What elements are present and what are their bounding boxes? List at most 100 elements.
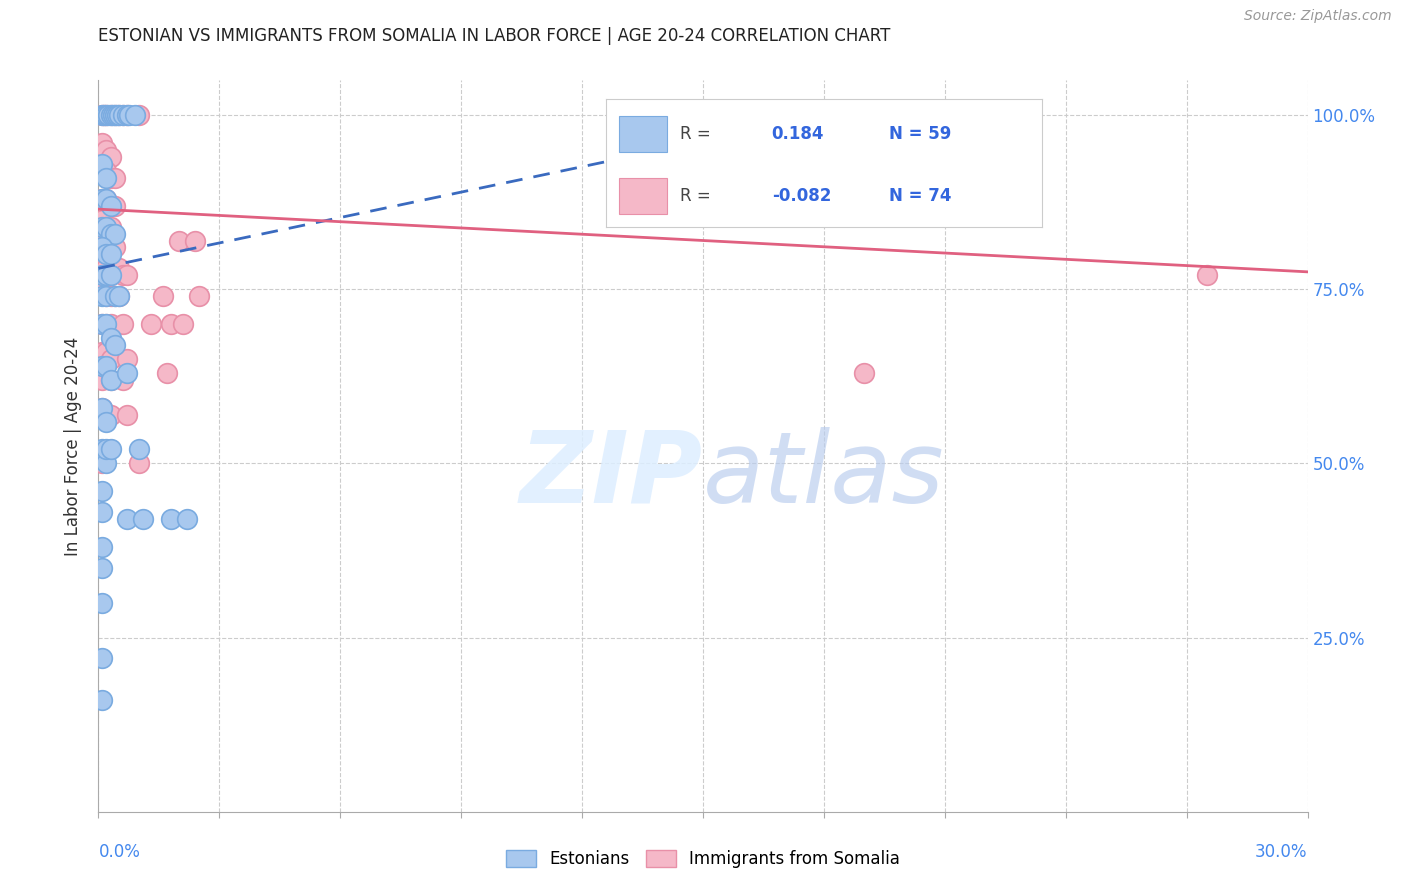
Point — [107, 289, 129, 303]
Point — [91, 401, 114, 415]
Point — [91, 359, 114, 373]
Point — [172, 317, 194, 331]
Point — [100, 247, 122, 261]
Point — [91, 108, 114, 122]
Point — [91, 261, 114, 276]
Point — [156, 366, 179, 380]
Point — [91, 484, 114, 499]
Point — [96, 359, 118, 373]
Text: 0.0%: 0.0% — [98, 843, 141, 861]
Point — [103, 170, 125, 185]
Point — [93, 108, 115, 122]
Point — [103, 289, 125, 303]
Point — [96, 192, 118, 206]
Point — [103, 289, 125, 303]
Point — [107, 108, 129, 122]
Point — [96, 261, 118, 276]
Text: 30.0%: 30.0% — [1256, 843, 1308, 861]
Point — [103, 338, 125, 352]
Point — [100, 199, 122, 213]
Point — [111, 373, 134, 387]
Point — [103, 227, 125, 241]
Point — [96, 164, 118, 178]
Point — [100, 289, 122, 303]
Point — [115, 512, 138, 526]
Point — [100, 268, 122, 283]
Point — [100, 170, 122, 185]
Point — [91, 240, 114, 254]
Point — [96, 170, 118, 185]
Y-axis label: In Labor Force | Age 20-24: In Labor Force | Age 20-24 — [65, 336, 83, 556]
Point — [115, 268, 138, 283]
Point — [91, 219, 114, 234]
Point — [96, 108, 118, 122]
Point — [100, 150, 122, 164]
Point — [103, 199, 125, 213]
Point — [105, 108, 128, 122]
Point — [91, 317, 114, 331]
Point — [100, 373, 122, 387]
Point — [853, 366, 876, 380]
Point — [188, 289, 211, 303]
Point — [91, 164, 114, 178]
Point — [96, 345, 118, 359]
Point — [96, 415, 118, 429]
Point — [96, 317, 118, 331]
Point — [184, 234, 207, 248]
Point — [91, 596, 114, 610]
Point — [96, 289, 118, 303]
Point — [96, 317, 118, 331]
Point — [103, 240, 125, 254]
Point — [100, 108, 122, 122]
Point — [139, 317, 162, 331]
Point — [91, 108, 114, 122]
Point — [100, 199, 122, 213]
Point — [91, 234, 114, 248]
Point — [91, 282, 114, 296]
Point — [100, 108, 122, 122]
Point — [91, 136, 114, 150]
Point — [91, 693, 114, 707]
Point — [128, 442, 150, 457]
Point — [128, 457, 150, 471]
Point — [100, 351, 122, 366]
Point — [128, 108, 150, 122]
Point — [115, 408, 138, 422]
Point — [96, 192, 118, 206]
Text: Source: ZipAtlas.com: Source: ZipAtlas.com — [1244, 9, 1392, 23]
Text: ZIP: ZIP — [520, 426, 703, 524]
Point — [132, 512, 155, 526]
Point — [91, 192, 114, 206]
Point — [100, 219, 122, 234]
Point — [96, 143, 118, 157]
Point — [96, 240, 118, 254]
Point — [96, 268, 118, 283]
Point — [176, 512, 198, 526]
Point — [160, 512, 183, 526]
Point — [100, 227, 122, 241]
Point — [96, 108, 118, 122]
Point — [103, 108, 125, 122]
Point — [91, 540, 114, 554]
Point — [96, 442, 118, 457]
Point — [91, 289, 114, 303]
Point — [160, 317, 183, 331]
Point — [111, 268, 134, 283]
Point — [115, 108, 138, 122]
Point — [100, 268, 122, 283]
Point — [91, 192, 114, 206]
Point — [107, 289, 129, 303]
Point — [91, 457, 114, 471]
Point — [100, 317, 122, 331]
Text: atlas: atlas — [703, 426, 945, 524]
Legend: Estonians, Immigrants from Somalia: Estonians, Immigrants from Somalia — [499, 843, 907, 875]
Point — [91, 268, 114, 283]
Point — [91, 505, 114, 519]
Point — [96, 289, 118, 303]
Point — [100, 373, 122, 387]
Point — [91, 442, 114, 457]
Point — [100, 442, 122, 457]
Text: ESTONIAN VS IMMIGRANTS FROM SOMALIA IN LABOR FORCE | AGE 20-24 CORRELATION CHART: ESTONIAN VS IMMIGRANTS FROM SOMALIA IN L… — [98, 27, 891, 45]
Point — [91, 317, 114, 331]
Point — [167, 234, 190, 248]
